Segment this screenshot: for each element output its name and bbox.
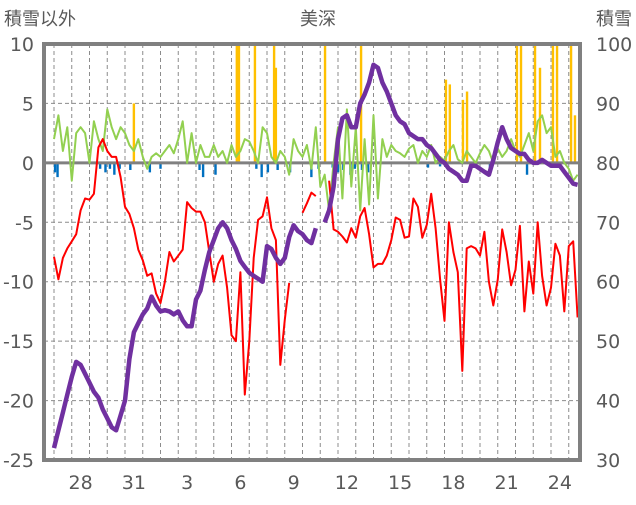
yellow-bar — [461, 99, 465, 163]
yellow-bar — [272, 44, 276, 163]
blue-bar — [129, 162, 132, 170]
x-tick-label: 9 — [288, 472, 300, 494]
blue-bar — [214, 162, 217, 175]
x-tick-label: 24 — [548, 472, 572, 494]
plot-frame — [42, 42, 582, 462]
chart-title: 美深 — [300, 9, 336, 30]
blue-bar — [266, 162, 270, 173]
yellow-bar — [237, 44, 241, 163]
right-tick-label: 30 — [596, 450, 620, 472]
blue-bar — [366, 162, 370, 173]
blue-bar — [525, 162, 529, 175]
blue-bar — [426, 162, 430, 168]
left-tick-label: -10 — [3, 272, 34, 294]
blue-bar — [255, 162, 258, 169]
left-tick-label: -5 — [15, 212, 34, 234]
yellow-bar — [573, 115, 577, 163]
yellow-bar — [569, 44, 573, 163]
left-tick-label: 10 — [10, 34, 34, 56]
x-tick-label: 21 — [495, 472, 519, 494]
x-tick-label: 6 — [234, 472, 246, 494]
right-tick-label: 90 — [596, 93, 620, 115]
blue-bar — [98, 162, 102, 169]
x-tick-label: 3 — [181, 472, 193, 494]
blue-bar — [108, 162, 112, 169]
right-axis-title: 積雪 — [596, 9, 632, 30]
x-tick-label: 28 — [69, 472, 93, 494]
blue-bar — [148, 162, 152, 173]
yellow-bar — [515, 44, 519, 163]
blue-bar — [159, 162, 162, 169]
yellow-bar — [448, 84, 452, 163]
yellow-bar — [444, 79, 448, 163]
blue-bar — [201, 162, 205, 178]
left-tick-label: -20 — [3, 391, 34, 413]
yellow-bar — [538, 67, 542, 163]
right-tick-label: 50 — [596, 331, 620, 353]
blue-bar — [336, 162, 340, 173]
green-series-line — [53, 108, 579, 212]
blue-bar — [53, 162, 57, 173]
left-tick-label: -15 — [3, 331, 34, 353]
x-tick-label: 15 — [388, 472, 412, 494]
x-tick-label: 18 — [441, 472, 465, 494]
blue-bar — [198, 162, 201, 170]
right-tick-label: 100 — [596, 34, 632, 56]
left-tick-label: 5 — [22, 93, 34, 115]
snow_depth-series-line — [51, 62, 579, 449]
yellow-bar — [465, 91, 469, 163]
right-tick-label: 70 — [596, 212, 620, 234]
blue-bar — [118, 162, 121, 169]
yellow-bar — [235, 44, 239, 163]
right-tick-label: 60 — [596, 272, 620, 294]
blue-bar — [260, 162, 263, 178]
left-tick-label: 0 — [22, 153, 34, 175]
right-tick-label: 80 — [596, 153, 620, 175]
blue-bar — [56, 162, 59, 178]
left-tick-label: -25 — [3, 450, 34, 472]
yellow-bar — [253, 44, 257, 163]
x-tick-label: 31 — [122, 472, 146, 494]
blue-bar — [104, 162, 107, 173]
yellow-bar — [533, 44, 537, 163]
x-tick-label: 12 — [335, 472, 359, 494]
yellow-bar — [274, 67, 278, 163]
blue-bar — [276, 162, 279, 170]
yellow-bar — [519, 44, 523, 163]
yellow-bar — [551, 44, 555, 163]
red-series-line — [53, 138, 579, 396]
blue-bar — [353, 162, 357, 169]
series-lines — [51, 62, 579, 449]
yellow-bar — [323, 44, 327, 163]
left-axis-title: 積雪以外 — [4, 9, 76, 30]
blue-bar — [438, 162, 442, 167]
blue-bar — [310, 162, 313, 178]
right-tick-label: 40 — [596, 391, 620, 413]
yellow-bar — [555, 44, 559, 163]
blue-bar — [113, 162, 116, 175]
gridlines — [44, 44, 580, 460]
yellow-bar — [132, 103, 136, 163]
